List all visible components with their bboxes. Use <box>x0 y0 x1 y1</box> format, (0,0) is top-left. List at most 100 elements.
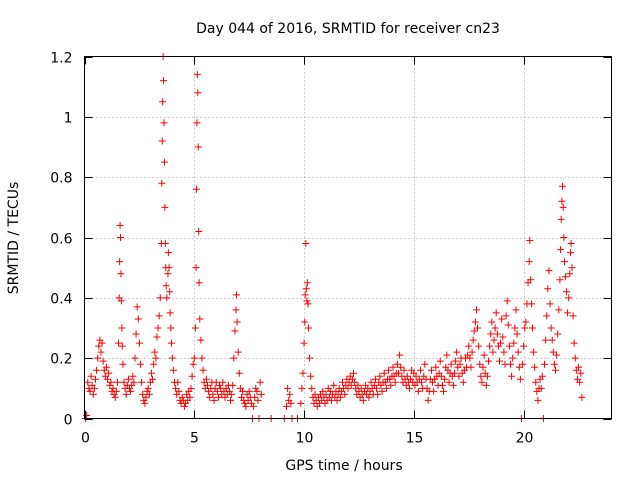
data-point <box>227 396 235 404</box>
data-point <box>396 351 404 359</box>
data-point <box>445 378 453 386</box>
data-point <box>299 369 307 377</box>
data-point <box>135 339 143 347</box>
data-point <box>470 327 478 335</box>
data-point <box>528 324 536 332</box>
data-point <box>145 390 153 398</box>
data-point <box>252 384 260 392</box>
data-point <box>380 369 388 377</box>
data-point <box>303 297 311 305</box>
y-tick-label: 0.4 <box>50 292 72 308</box>
data-point <box>330 381 338 389</box>
data-point <box>119 360 127 368</box>
data-point <box>229 381 237 389</box>
data-point <box>530 348 538 356</box>
data-point <box>566 270 574 278</box>
data-point <box>149 375 157 383</box>
data-point <box>421 360 429 368</box>
grid-lines <box>84 56 612 419</box>
data-point <box>158 179 166 187</box>
data-point <box>168 354 176 362</box>
data-point <box>144 384 152 392</box>
data-point <box>432 363 440 371</box>
data-point <box>102 363 110 371</box>
data-point <box>164 249 172 257</box>
data-point <box>569 312 577 320</box>
data-point <box>416 366 424 374</box>
data-point <box>116 258 124 266</box>
data-point <box>161 240 169 248</box>
data-point <box>559 203 567 211</box>
data-point <box>486 342 494 350</box>
data-point <box>136 360 144 368</box>
data-point <box>476 360 484 368</box>
data-point <box>251 393 259 401</box>
data-point <box>190 354 198 362</box>
data-point <box>189 360 197 368</box>
data-point <box>526 237 534 245</box>
data-point <box>322 390 330 398</box>
data-point <box>147 369 155 377</box>
data-point <box>117 270 125 278</box>
data-point <box>430 387 438 395</box>
data-point <box>303 279 311 287</box>
data-point <box>214 393 222 401</box>
y-tick-label: 1 <box>64 111 73 127</box>
data-point <box>161 203 169 211</box>
data-point <box>198 354 206 362</box>
data-point <box>302 240 310 248</box>
data-point <box>527 276 535 284</box>
data-point <box>578 393 586 401</box>
data-point <box>347 381 355 389</box>
data-point <box>475 342 483 350</box>
data-point <box>436 357 444 365</box>
data-point <box>154 324 162 332</box>
data-point <box>544 285 552 293</box>
data-point <box>245 387 253 395</box>
data-point <box>555 306 563 314</box>
data-point <box>232 291 240 299</box>
data-point <box>206 393 214 401</box>
data-point <box>112 387 120 395</box>
data-point <box>152 354 160 362</box>
data-point <box>166 288 174 296</box>
data-point <box>233 318 241 326</box>
data-point <box>443 351 451 359</box>
data-point <box>213 387 221 395</box>
data-point <box>333 396 341 404</box>
data-point <box>466 354 474 362</box>
data-point <box>543 312 551 320</box>
data-point <box>471 318 479 326</box>
data-point <box>354 381 362 389</box>
data-point <box>557 215 565 223</box>
data-point <box>397 363 405 371</box>
data-point <box>174 378 182 386</box>
data-point <box>254 396 262 404</box>
y-axis-label: SRMTID / TECUs <box>6 182 22 295</box>
data-point <box>241 399 249 407</box>
data-point <box>528 300 536 308</box>
data-point <box>468 348 476 356</box>
data-point <box>489 348 497 356</box>
x-tick-label: 5 <box>190 431 199 447</box>
data-point <box>187 384 195 392</box>
data-point <box>570 339 578 347</box>
data-point <box>160 158 168 166</box>
data-point <box>395 369 403 377</box>
data-point <box>449 381 457 389</box>
data-point <box>365 393 373 401</box>
data-point <box>242 402 250 410</box>
data-point <box>284 384 292 392</box>
data-point <box>542 336 550 344</box>
data-point <box>151 348 159 356</box>
data-point <box>155 312 163 320</box>
data-point <box>522 318 530 326</box>
data-point <box>556 276 564 284</box>
data-point <box>86 387 94 395</box>
data-point <box>300 339 308 347</box>
data-point <box>202 375 210 383</box>
data-point <box>104 375 112 383</box>
x-tick-label: 20 <box>516 431 534 447</box>
data-points <box>82 53 586 422</box>
